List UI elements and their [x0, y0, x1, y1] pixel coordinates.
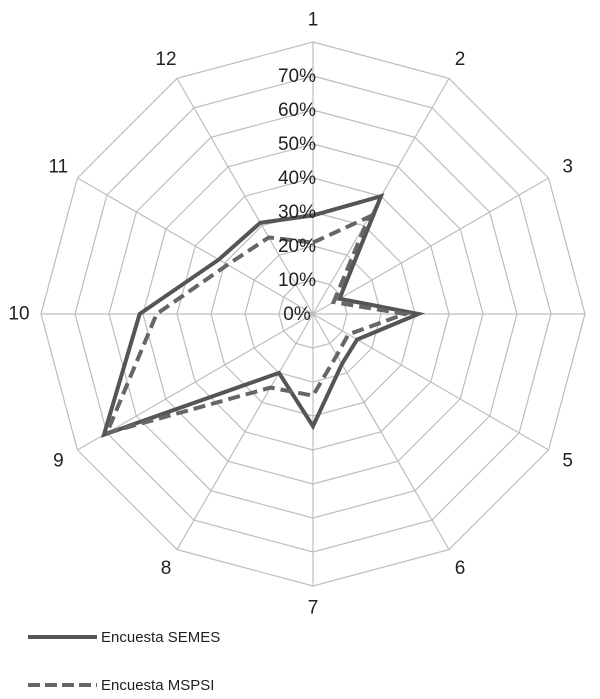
- category-label: 9: [53, 451, 64, 472]
- radial-tick-labels: 0% 10% 20% 30% 40% 50% 60% 70%: [278, 66, 316, 325]
- tick-label: 50%: [278, 134, 316, 155]
- category-label: 2: [455, 49, 466, 70]
- tick-label: 0%: [283, 304, 311, 325]
- grid-spoke: [77, 313, 314, 451]
- tick-label: 30%: [278, 202, 316, 223]
- category-label: 6: [455, 558, 466, 579]
- tick-label: 40%: [278, 168, 316, 189]
- series-line-1: [100, 193, 426, 438]
- legend: Encuesta SEMES Encuesta MSPSI: [28, 629, 220, 694]
- grid-spoke: [312, 177, 549, 315]
- category-label: 10: [8, 304, 29, 325]
- grid-spoke: [312, 313, 450, 550]
- series-lines: [100, 193, 426, 438]
- series-line-2: [103, 212, 413, 437]
- tick-label: 10%: [278, 270, 316, 291]
- category-label: 5: [562, 451, 573, 472]
- grid-spoke: [176, 313, 314, 550]
- legend-label: Encuesta SEMES: [101, 629, 220, 646]
- category-label: 11: [49, 157, 69, 178]
- tick-label: 70%: [278, 66, 316, 87]
- category-labels: 123456789101112: [8, 10, 573, 619]
- grid-spoke: [176, 78, 314, 315]
- tick-label: 20%: [278, 236, 316, 257]
- category-label: 3: [562, 157, 573, 178]
- category-label: 12: [155, 49, 176, 70]
- grid-spoke: [312, 313, 549, 451]
- category-label: 8: [161, 558, 172, 579]
- grid-spoke: [77, 177, 314, 315]
- category-label: 1: [308, 10, 319, 31]
- tick-label: 60%: [278, 100, 316, 121]
- legend-label: Encuesta MSPSI: [101, 677, 214, 694]
- category-label: 7: [308, 598, 319, 619]
- radar-grid: [40, 41, 586, 587]
